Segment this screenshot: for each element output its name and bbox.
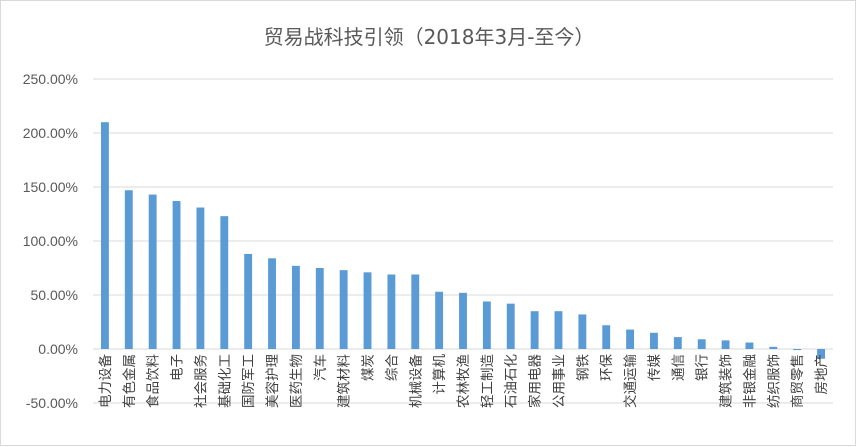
- x-tick-label: 食品饮料: [145, 354, 162, 408]
- bar: [626, 329, 635, 349]
- x-tick-label: 医药生物: [289, 354, 305, 408]
- x-tick-label: 汽车: [312, 354, 329, 381]
- x-tick-label: 轻工制造: [480, 354, 496, 408]
- bar: [482, 301, 491, 349]
- bar: [291, 265, 300, 349]
- bar: [339, 270, 348, 349]
- bars: [100, 122, 826, 359]
- x-tick-label: 煤炭: [361, 354, 377, 381]
- x-tick-label: 交通运输: [622, 354, 639, 408]
- bar: [554, 311, 563, 349]
- chart-title: 贸易战科技引领（2018年3月-至今）: [264, 25, 595, 49]
- y-tick-label: 200.00%: [23, 125, 78, 141]
- bar: [793, 349, 802, 351]
- bar: [244, 253, 253, 349]
- x-tick-label: 钢铁: [575, 354, 591, 382]
- bar: [387, 274, 396, 349]
- x-tick-label: 基础化工: [216, 354, 233, 408]
- bar: [530, 311, 539, 349]
- y-tick-label: 250.00%: [23, 71, 78, 87]
- x-tick-label: 石油石化: [504, 354, 520, 408]
- x-tick-label: 通信: [671, 354, 687, 381]
- y-axis-ticks: 250.00% 200.00% 150.00% 100.00% 50.00% 0.00% -…: [23, 71, 78, 411]
- bar: [363, 272, 372, 349]
- x-tick-label: 公用事业: [551, 354, 567, 408]
- x-tick-label: 农林牧渔: [456, 354, 472, 408]
- x-tick-label: 机械设备: [407, 354, 424, 408]
- y-tick-label: -50.00%: [26, 395, 78, 411]
- bar: [148, 194, 157, 349]
- bar: [673, 337, 682, 349]
- x-tick-label: 国防军工: [241, 354, 257, 408]
- bar: [817, 349, 826, 359]
- x-tick-label: 纺织服饰: [766, 354, 782, 408]
- x-tick-label: 电力设备: [97, 354, 114, 408]
- bar: [220, 216, 229, 349]
- bar: [721, 340, 730, 349]
- bar: [196, 207, 205, 349]
- x-tick-label: 美容护理: [264, 354, 281, 408]
- x-tick-label: 房地产: [814, 354, 830, 395]
- x-axis-labels: 电力设备 有色金属 食品饮料 电子 社会服务 基础化工 国防军工 美容护理 医药生物 汽车 建筑材料…: [97, 354, 830, 409]
- bar: [459, 292, 467, 349]
- bar: [769, 346, 778, 349]
- y-tick-label: 50.00%: [31, 287, 78, 303]
- bar: [745, 342, 754, 349]
- bar: [506, 303, 515, 349]
- x-tick-label: 建筑装饰: [719, 354, 735, 408]
- y-tick-label: 0.00%: [38, 341, 78, 357]
- x-tick-label: 社会服务: [193, 354, 209, 408]
- bar: [602, 325, 611, 349]
- x-tick-label: 电子: [170, 354, 186, 381]
- bar: [172, 201, 181, 349]
- x-tick-label: 有色金属: [121, 354, 138, 408]
- x-tick-label: 非银金融: [742, 354, 758, 408]
- x-tick-label: 计算机: [432, 354, 448, 395]
- x-tick-label: 银行: [695, 354, 711, 381]
- x-tick-label: 家用电器: [527, 354, 544, 408]
- x-tick-label: 综合: [384, 354, 400, 381]
- bar: [697, 339, 706, 349]
- bar: [100, 122, 109, 349]
- bar: [650, 332, 658, 349]
- bar: [124, 190, 133, 349]
- y-tick-label: 100.00%: [23, 233, 78, 249]
- bar: [411, 274, 420, 349]
- bar: [578, 314, 587, 349]
- x-tick-label: 商贸零售: [790, 354, 806, 408]
- x-tick-label: 建筑材料: [337, 354, 353, 408]
- x-tick-label: 环保: [599, 354, 615, 382]
- bar: [315, 268, 324, 349]
- bar: [268, 258, 276, 349]
- x-tick-label: 传媒: [647, 354, 663, 381]
- bar: [435, 291, 444, 349]
- y-tick-label: 150.00%: [23, 179, 78, 195]
